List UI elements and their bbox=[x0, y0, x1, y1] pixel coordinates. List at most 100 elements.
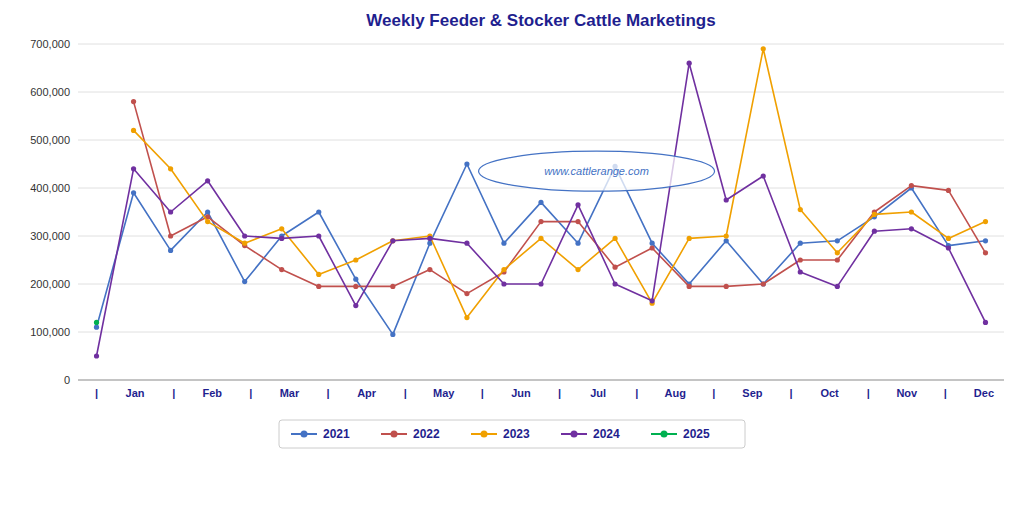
point bbox=[798, 207, 803, 212]
x-tick-label: Aug bbox=[665, 387, 686, 399]
point bbox=[390, 238, 395, 243]
point bbox=[353, 277, 358, 282]
point bbox=[612, 281, 617, 286]
x-tick-label: | bbox=[789, 387, 792, 399]
point bbox=[946, 236, 951, 241]
x-tick-label: Feb bbox=[202, 387, 222, 399]
annotation: www.cattlerange.com bbox=[544, 165, 649, 177]
point bbox=[538, 200, 543, 205]
x-tick-label: Jul bbox=[590, 387, 606, 399]
point bbox=[205, 219, 210, 224]
point bbox=[798, 257, 803, 262]
y-tick-label: 400,000 bbox=[30, 182, 70, 194]
point bbox=[94, 325, 99, 330]
point bbox=[168, 248, 173, 253]
point bbox=[242, 241, 247, 246]
point bbox=[835, 257, 840, 262]
legend-marker bbox=[661, 431, 668, 438]
watermark-ellipse bbox=[479, 151, 715, 191]
x-tick-label: Dec bbox=[974, 387, 994, 399]
title: Weekly Feeder & Stocker Cattle Marketing… bbox=[366, 11, 715, 30]
x-axis-line bbox=[78, 380, 1004, 381]
point bbox=[724, 284, 729, 289]
x-tick-label: Sep bbox=[742, 387, 762, 399]
point bbox=[724, 233, 729, 238]
point bbox=[575, 267, 580, 272]
point bbox=[242, 233, 247, 238]
grid-line bbox=[78, 92, 1004, 93]
x-tick-label: May bbox=[433, 387, 455, 399]
point bbox=[168, 233, 173, 238]
point bbox=[798, 241, 803, 246]
x-tick-label: Mar bbox=[280, 387, 300, 399]
point bbox=[983, 320, 988, 325]
point bbox=[427, 236, 432, 241]
point bbox=[872, 229, 877, 234]
series-line bbox=[97, 63, 986, 356]
point bbox=[168, 209, 173, 214]
point bbox=[464, 291, 469, 296]
point bbox=[316, 272, 321, 277]
point bbox=[761, 173, 766, 178]
x-tick-label: Jun bbox=[511, 387, 531, 399]
point bbox=[650, 298, 655, 303]
point bbox=[316, 284, 321, 289]
point bbox=[761, 46, 766, 51]
point bbox=[724, 238, 729, 243]
point bbox=[501, 267, 506, 272]
point bbox=[390, 332, 395, 337]
point bbox=[761, 281, 766, 286]
x-tick-label: | bbox=[326, 387, 329, 399]
point bbox=[464, 161, 469, 166]
legend-label: 2023 bbox=[503, 427, 530, 441]
x-tick-label: | bbox=[172, 387, 175, 399]
point bbox=[650, 241, 655, 246]
x-tick-label: | bbox=[635, 387, 638, 399]
point bbox=[983, 250, 988, 255]
x-tick-label: | bbox=[712, 387, 715, 399]
point bbox=[316, 209, 321, 214]
legend-box bbox=[279, 420, 745, 448]
point bbox=[835, 238, 840, 243]
point bbox=[946, 188, 951, 193]
point bbox=[909, 226, 914, 231]
legend: 20212022202320242025 bbox=[279, 420, 745, 448]
point bbox=[835, 250, 840, 255]
point bbox=[131, 190, 136, 195]
point bbox=[835, 284, 840, 289]
point bbox=[205, 178, 210, 183]
y-tick-label: 500,000 bbox=[30, 134, 70, 146]
legend-label: 2025 bbox=[683, 427, 710, 441]
point bbox=[538, 219, 543, 224]
y-tick-label: 600,000 bbox=[30, 86, 70, 98]
point bbox=[687, 236, 692, 241]
x-tick-label: Oct bbox=[820, 387, 839, 399]
point bbox=[464, 315, 469, 320]
point bbox=[872, 212, 877, 217]
legend-marker bbox=[481, 431, 488, 438]
point bbox=[538, 281, 543, 286]
x-tick-label: | bbox=[95, 387, 98, 399]
x-tick-label: | bbox=[404, 387, 407, 399]
point bbox=[94, 353, 99, 358]
point bbox=[279, 236, 284, 241]
point bbox=[131, 128, 136, 133]
legend-label: 2024 bbox=[593, 427, 620, 441]
point bbox=[983, 238, 988, 243]
x-tick-label: Nov bbox=[896, 387, 918, 399]
point bbox=[279, 267, 284, 272]
point bbox=[575, 202, 580, 207]
grid-line bbox=[78, 332, 1004, 333]
point bbox=[205, 209, 210, 214]
legend-marker bbox=[571, 431, 578, 438]
legend-label: 2021 bbox=[323, 427, 350, 441]
point bbox=[501, 241, 506, 246]
point bbox=[390, 284, 395, 289]
point bbox=[316, 233, 321, 238]
point bbox=[612, 236, 617, 241]
x-tick-label: Jan bbox=[126, 387, 145, 399]
point bbox=[612, 265, 617, 270]
point bbox=[687, 284, 692, 289]
point bbox=[353, 284, 358, 289]
y-tick-label: 300,000 bbox=[30, 230, 70, 242]
